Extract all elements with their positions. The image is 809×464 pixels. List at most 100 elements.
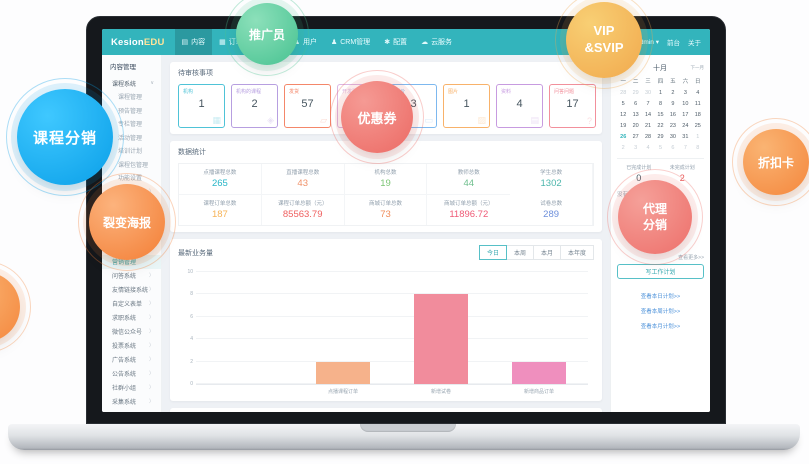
calendar-day[interactable]: 3 bbox=[683, 90, 687, 96]
sidebar-group-item[interactable]: 广告系统 〉 bbox=[102, 353, 161, 367]
plan-link[interactable]: 查看本月计划>> bbox=[640, 324, 681, 330]
calendar-day[interactable]: 8 bbox=[658, 101, 663, 107]
write-plan-button[interactable]: 写工作计划 bbox=[617, 264, 704, 279]
nav-item[interactable]: ☁ 云服务 bbox=[414, 29, 459, 55]
sidebar-group-item[interactable]: 社群小组 〉 bbox=[102, 381, 161, 395]
period-tab[interactable]: 本月 bbox=[532, 245, 561, 260]
sidebar-group-item[interactable]: 微信公众号 〉 bbox=[102, 325, 161, 339]
calendar-day[interactable]: 3 bbox=[634, 145, 638, 151]
calendar-day[interactable]: 13 bbox=[632, 112, 639, 118]
calendar-next-month-button[interactable]: 下一月 bbox=[690, 64, 705, 70]
calendar-day[interactable]: 15 bbox=[657, 112, 664, 118]
calendar-day[interactable]: 11 bbox=[694, 101, 701, 107]
pending-mini-card[interactable]: 发货 57 ▱ bbox=[284, 84, 331, 128]
period-tab[interactable]: 本周 bbox=[505, 245, 534, 260]
calendar-day[interactable]: 1 bbox=[696, 134, 700, 140]
pending-card-value: 1 bbox=[198, 98, 205, 110]
stat-label: 课程订单总数 bbox=[203, 201, 237, 207]
business-volume-title: 最新业务量 bbox=[178, 249, 213, 257]
calendar-day[interactable]: 29 bbox=[657, 134, 664, 140]
sidebar-sub-item[interactable]: 课程管理 bbox=[118, 95, 143, 102]
about-link[interactable]: 关于 bbox=[688, 40, 701, 47]
sidebar-sub-item[interactable]: 活动管理 bbox=[118, 135, 143, 142]
sidebar-sub-item[interactable]: 培训计划 bbox=[118, 149, 143, 156]
pending-mini-card[interactable]: 机构 1 ▦ bbox=[178, 84, 225, 128]
calendar-day[interactable]: 26 bbox=[620, 134, 627, 140]
y-axis-tick: 2 bbox=[190, 358, 193, 365]
pending-mini-card[interactable]: 问答问题 17 ? bbox=[549, 84, 596, 128]
calendar-day[interactable]: 18 bbox=[694, 112, 701, 118]
calendar-day[interactable]: 30 bbox=[645, 90, 652, 96]
pending-mini-card[interactable]: 资料 4 ▤ bbox=[496, 84, 543, 128]
calendar-day[interactable]: 12 bbox=[620, 112, 627, 118]
calendar-day[interactable]: 31 bbox=[682, 134, 689, 140]
stat-cell: 学生总数 1302 bbox=[510, 164, 593, 195]
pending-mini-card[interactable]: 图片 1 ▨ bbox=[443, 84, 490, 128]
calendar-day[interactable]: 7 bbox=[683, 145, 687, 151]
calendar-day[interactable]: 27 bbox=[632, 134, 639, 140]
app-logo[interactable]: KesionEDU bbox=[102, 37, 175, 48]
sidebar-group-course-system[interactable]: 课程系统 ∨ bbox=[112, 80, 154, 88]
calendar-day[interactable]: 14 bbox=[645, 112, 652, 118]
calendar-day[interactable]: 6 bbox=[671, 145, 675, 151]
calendar-day[interactable]: 21 bbox=[645, 123, 652, 129]
calendar-day[interactable]: 22 bbox=[657, 123, 664, 129]
chevron-right-icon: 〉 bbox=[148, 399, 154, 405]
stat-label: 点播课程总数 bbox=[203, 170, 237, 176]
calendar-day[interactable]: 10 bbox=[682, 101, 689, 107]
sidebar-group-item[interactable]: 求职系统 〉 bbox=[102, 311, 161, 325]
sidebar-group-item[interactable]: 投票系统 〉 bbox=[102, 339, 161, 353]
stat-value: 19 bbox=[380, 178, 391, 189]
sidebar-group-item[interactable]: 自定义表单 〉 bbox=[102, 297, 161, 311]
view-more-link[interactable]: 查看更多>> bbox=[678, 255, 704, 261]
calendar-day[interactable]: 7 bbox=[646, 101, 650, 107]
nav-item[interactable]: ✱ 配置 bbox=[377, 29, 414, 55]
calendar-day[interactable]: 8 bbox=[696, 145, 700, 151]
calendar-day[interactable]: 4 bbox=[646, 145, 650, 151]
calendar-day[interactable]: 17 bbox=[682, 112, 689, 118]
badge-label: 分销 bbox=[642, 218, 667, 232]
calendar-day[interactable]: 4 bbox=[696, 90, 700, 96]
sidebar-group-item[interactable]: 公告系统 〉 bbox=[102, 367, 161, 381]
calendar-day[interactable]: 28 bbox=[645, 134, 652, 140]
period-tab[interactable]: 今日 bbox=[478, 245, 507, 260]
calendar-day[interactable]: 24 bbox=[682, 123, 689, 129]
stat-value: 11896.72 bbox=[449, 209, 489, 220]
plan-link[interactable]: 查看本周计划>> bbox=[640, 309, 681, 315]
calendar-month-title: 十月 bbox=[653, 64, 667, 72]
sidebar-group-item[interactable]: 友情链接系统 〉 bbox=[102, 283, 161, 297]
calendar-day[interactable]: 5 bbox=[621, 101, 625, 107]
calendar-day[interactable]: 16 bbox=[669, 112, 676, 118]
calendar-day[interactable]: 30 bbox=[669, 134, 676, 140]
calendar-day[interactable]: 6 bbox=[634, 101, 638, 107]
nav-item[interactable]: ▤ 内容 bbox=[174, 29, 213, 55]
pending-mini-card[interactable]: 机构的课程 2 ◈ bbox=[231, 84, 278, 128]
nav-item[interactable]: ♟ CRM管理 bbox=[324, 29, 377, 55]
sidebar-sub-item[interactable]: 专栏管理 bbox=[118, 122, 143, 129]
calendar-day[interactable]: 25 bbox=[694, 123, 701, 129]
order-icon: ▦ bbox=[219, 39, 226, 46]
period-tab[interactable]: 本年度 bbox=[559, 245, 594, 260]
sidebar-group-item[interactable]: 采集系统 〉 bbox=[102, 395, 161, 409]
calendar-day[interactable]: 1 bbox=[658, 90, 663, 96]
calendar-day[interactable]: 23 bbox=[669, 123, 676, 129]
calendar-day[interactable]: 9 bbox=[671, 101, 675, 107]
calendar-day[interactable]: 5 bbox=[658, 145, 663, 151]
calendar-day[interactable]: 28 bbox=[620, 90, 627, 96]
calendar-day[interactable]: 29 bbox=[632, 90, 639, 96]
plan-link[interactable]: 查看本日计划>> bbox=[640, 294, 681, 300]
calendar-day[interactable]: 20 bbox=[632, 123, 639, 129]
frontend-link[interactable]: 前台 bbox=[667, 40, 680, 47]
pending-card-value: 4 bbox=[516, 98, 523, 110]
sidebar-sub-item[interactable]: 课程包管理 bbox=[118, 162, 149, 169]
nav-item-label: CRM管理 bbox=[340, 39, 371, 46]
chevron-right-icon: 〉 bbox=[148, 357, 154, 363]
calendar-day[interactable]: 2 bbox=[671, 90, 675, 96]
sidebar-sub-item[interactable]: 预告管理 bbox=[118, 108, 143, 115]
y-axis-tick: 10 bbox=[187, 269, 193, 275]
calendar-day[interactable]: 19 bbox=[620, 123, 627, 129]
nav-item-label: 云服务 bbox=[431, 39, 453, 46]
calendar-day[interactable]: 2 bbox=[621, 145, 625, 151]
sidebar-group-item[interactable]: 问答系统 〉 bbox=[102, 269, 161, 283]
y-axis-tick: 4 bbox=[190, 336, 193, 343]
